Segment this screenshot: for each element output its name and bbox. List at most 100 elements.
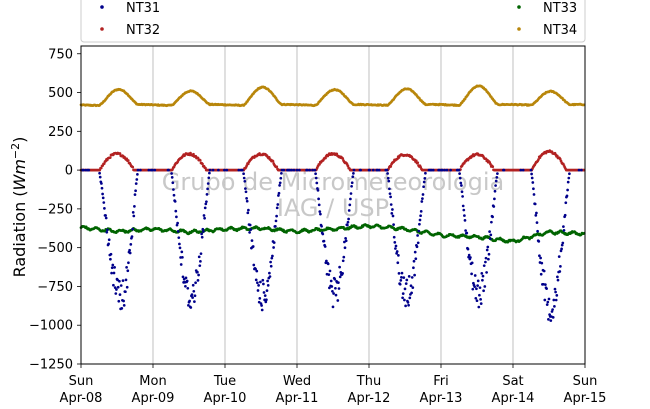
nt31-point	[392, 223, 395, 226]
legend-marker-nt31	[100, 5, 104, 9]
nt31-point	[344, 237, 347, 240]
nt31-point	[469, 256, 472, 259]
nt31-point	[350, 184, 353, 188]
nt31-point	[476, 284, 479, 287]
nt31-point	[175, 215, 178, 219]
nt31-point	[249, 228, 253, 231]
x-axis-ticks: Sun Apr-08 Mon Apr-09 Tue Apr-10 Wed Apr-11 Thu A…	[60, 364, 606, 406]
nt31-point	[402, 276, 406, 279]
nt31-point	[431, 168, 435, 172]
nt31-point	[463, 214, 466, 217]
legend-label-nt34: NT34	[543, 23, 577, 38]
legend-box	[80, 0, 586, 43]
nt31-point	[482, 289, 485, 293]
nt31-point	[557, 255, 561, 258]
nt31-point	[558, 270, 562, 273]
nt31-point	[254, 267, 257, 271]
nt31-point	[387, 179, 391, 183]
nt31-point	[478, 286, 482, 290]
nt31-point	[400, 271, 404, 275]
nt31-point	[359, 168, 362, 172]
nt31-point	[493, 189, 497, 193]
nt31-point	[352, 168, 356, 172]
nt31-point	[134, 182, 138, 185]
x-tick-date: Apr-11	[276, 391, 319, 406]
nt31-point	[409, 284, 413, 288]
nt31-point	[126, 269, 130, 273]
nt31-point	[258, 297, 262, 300]
nt31-point	[562, 225, 565, 228]
nt31-point	[87, 168, 91, 172]
nt31-point	[556, 278, 560, 282]
nt31-point	[102, 201, 106, 204]
nt32-point	[126, 159, 130, 162]
nt31-point	[392, 235, 396, 239]
nt31-point	[132, 214, 136, 218]
nt31-point	[269, 264, 273, 268]
nt31-point	[250, 239, 254, 242]
nt31-point	[237, 168, 241, 172]
nt31-point	[336, 299, 340, 302]
nt31-point	[476, 279, 480, 283]
nt31-point	[496, 172, 499, 175]
nt31-point	[462, 208, 466, 212]
nt31-point	[559, 264, 562, 268]
nt31-point	[106, 228, 109, 232]
nt31-point	[347, 217, 350, 221]
nt31-point	[176, 229, 180, 233]
nt31-point	[322, 239, 326, 243]
nt31-point	[191, 296, 194, 299]
y-axis-label: Radiation (Wm−2)	[9, 137, 29, 278]
nt31-point	[421, 197, 424, 200]
nt31-point	[314, 172, 317, 176]
nt31-point	[445, 168, 449, 172]
nt31-point	[128, 251, 132, 255]
nt31-point	[348, 203, 352, 207]
nt31-point	[111, 263, 115, 267]
nt31-point	[256, 289, 260, 292]
legend-label-nt31: NT31	[126, 1, 160, 16]
nt31-point	[135, 178, 139, 181]
nt31-point	[100, 182, 103, 185]
nt31-point	[277, 191, 281, 195]
nt31-point	[386, 176, 390, 180]
nt31-point	[542, 269, 546, 273]
nt31-point	[268, 275, 272, 278]
nt31-point	[278, 181, 282, 185]
nt31-point	[278, 184, 281, 187]
nt31-point	[478, 293, 481, 297]
nt31-point	[407, 303, 410, 307]
nt31-point	[338, 265, 341, 269]
nt31-point	[543, 298, 547, 302]
nt31-point	[449, 168, 452, 172]
nt31-point	[177, 236, 181, 240]
nt31-point	[391, 208, 394, 211]
nt31-point	[330, 285, 334, 288]
nt31-point	[260, 304, 263, 307]
nt31-point	[266, 279, 269, 283]
nt31-point	[245, 199, 249, 203]
nt31-point	[368, 168, 371, 172]
nt31-point	[255, 269, 259, 273]
nt31-point	[424, 171, 427, 175]
nt31-point	[410, 276, 414, 279]
nt31-point	[181, 255, 184, 259]
nt31-point	[129, 243, 133, 246]
nt31-point	[241, 168, 244, 172]
nt31-point	[560, 243, 564, 247]
nt31-point	[484, 256, 488, 260]
nt31-point	[332, 292, 335, 295]
nt31-point	[178, 242, 181, 246]
nt31-point	[388, 187, 391, 191]
nt31-point	[104, 214, 107, 217]
watermark: Grupo de Micrometeorologia IAG / USP	[162, 168, 504, 222]
nt31-point	[125, 285, 129, 289]
nt31-point	[465, 231, 469, 235]
x-tick-date: Apr-12	[348, 391, 391, 406]
nt31-point	[412, 266, 415, 270]
nt31-point	[531, 181, 535, 184]
nt31-point	[494, 179, 498, 183]
nt31-point	[479, 302, 483, 305]
nt31-point	[488, 230, 491, 233]
